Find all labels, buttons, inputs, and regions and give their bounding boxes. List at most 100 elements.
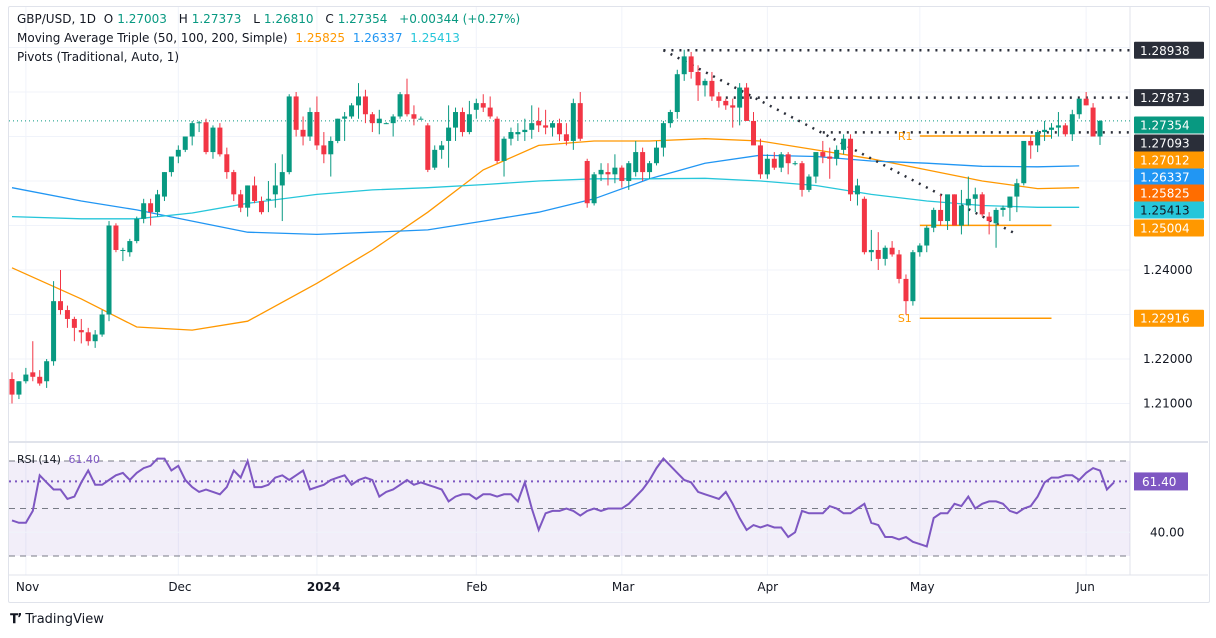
candle-down — [584, 160, 590, 204]
low-label: L — [253, 12, 260, 26]
candle-up — [924, 227, 930, 246]
candle-up — [1076, 98, 1082, 115]
candle-down — [369, 114, 375, 124]
candle-down — [820, 152, 826, 157]
candle-down — [425, 125, 431, 170]
time-tick-label: Dec — [168, 580, 191, 594]
candle-up — [16, 381, 22, 395]
candle-down — [459, 112, 465, 133]
candle-up — [210, 127, 216, 153]
candle-up — [1049, 127, 1054, 130]
candle-up — [1007, 196, 1013, 208]
rsi-title[interactable]: RSI (14) — [17, 453, 61, 466]
candle-up — [196, 122, 202, 124]
candle-up — [279, 172, 285, 186]
high-label: H — [178, 12, 188, 26]
candle-up — [189, 123, 195, 137]
candle-down — [563, 134, 569, 141]
candle-up — [175, 149, 181, 157]
candle-down — [785, 154, 791, 164]
price-tag-bg — [1134, 219, 1204, 237]
time-tick-label: Apr — [757, 580, 778, 594]
candle-down — [362, 96, 368, 115]
high-value: 1.27373 — [191, 12, 242, 26]
candle-down — [231, 172, 237, 195]
candle-down — [203, 122, 209, 153]
candle-down — [494, 118, 500, 161]
ma200-value: 1.25413 — [410, 31, 460, 45]
candle-down — [411, 114, 417, 119]
candle-down — [1028, 140, 1034, 146]
candle-down — [619, 167, 625, 181]
candle-up — [515, 132, 521, 135]
price-tag-bg — [1134, 201, 1204, 219]
pivots-legend: Pivots (Traditional, Auto, 1) — [17, 50, 183, 64]
candle-down — [85, 332, 91, 342]
candle-up — [106, 225, 112, 315]
price-tag-label: 1.27093 — [1140, 137, 1190, 151]
candle-up — [591, 174, 597, 204]
candle-up — [813, 152, 819, 177]
candle-up — [550, 123, 556, 128]
pivot-label-s1: S1 — [898, 312, 912, 325]
candle-down — [827, 156, 833, 159]
candle-up — [660, 123, 666, 148]
rsi-legend: RSI (14) 61.40 — [17, 453, 104, 466]
rsi-tick-label: 40.00 — [1150, 525, 1184, 539]
candle-down — [58, 301, 64, 311]
candle-up — [1069, 114, 1075, 135]
brand-name: TradingView — [25, 612, 104, 627]
rsi-tag-label: 61.40 — [1142, 475, 1176, 489]
candle-up — [626, 163, 632, 181]
candle-up — [674, 74, 680, 113]
rsi-tag-bg — [1134, 472, 1188, 491]
price-tag-label: 1.26337 — [1140, 171, 1190, 185]
candle-down — [903, 278, 909, 302]
chart-frame — [8, 6, 1210, 603]
candle-down — [771, 158, 777, 168]
ma-title[interactable]: Moving Average Triple (50, 100, 200, Sim… — [17, 31, 288, 45]
candle-up — [667, 112, 673, 124]
candle-down — [9, 379, 15, 395]
candle-up — [1021, 140, 1027, 184]
ma-line-ma200 — [11, 177, 1080, 220]
candle-up — [446, 127, 452, 141]
candle-up — [1097, 120, 1103, 137]
tradingview-brand[interactable]: 𝐓’ TradingView — [10, 612, 104, 627]
candle-down — [938, 209, 944, 222]
candle-down — [404, 94, 410, 115]
candle-up — [681, 56, 687, 75]
candle-down — [716, 96, 722, 101]
price-tick-label: 1.22000 — [1143, 352, 1193, 366]
time-tick-label: Feb — [466, 580, 487, 594]
pivots-title[interactable]: Pivots (Traditional, Auto, 1) — [17, 50, 180, 64]
candle-up — [702, 80, 708, 86]
candle-down — [217, 127, 223, 155]
candle-up — [376, 118, 382, 124]
candle-down — [605, 172, 611, 175]
candle-up — [466, 114, 472, 133]
candle-down — [487, 107, 493, 117]
candle-down — [543, 125, 549, 128]
candle-up — [161, 172, 167, 197]
ma-legend: Moving Average Triple (50, 100, 200, Sim… — [17, 31, 464, 45]
candle-up — [647, 163, 653, 173]
candle-up — [168, 156, 174, 173]
change-value: +0.00344 (+0.27%) — [399, 12, 521, 26]
candle-down — [224, 154, 230, 173]
symbol-label[interactable]: GBP/USD, 1D — [17, 12, 96, 26]
price-tick-label: 1.21000 — [1143, 397, 1193, 411]
candle-up — [335, 118, 341, 141]
candle-up — [764, 158, 770, 175]
candle-up — [397, 94, 403, 117]
candle-up — [439, 145, 445, 150]
candle-down — [848, 138, 854, 195]
candle-up — [993, 209, 999, 224]
candle-up — [1042, 129, 1048, 133]
candle-down — [321, 145, 327, 155]
candle-up — [1000, 207, 1006, 210]
ma50-value: 1.25825 — [295, 31, 345, 45]
candle-up — [778, 154, 784, 168]
candle-up — [945, 194, 951, 222]
